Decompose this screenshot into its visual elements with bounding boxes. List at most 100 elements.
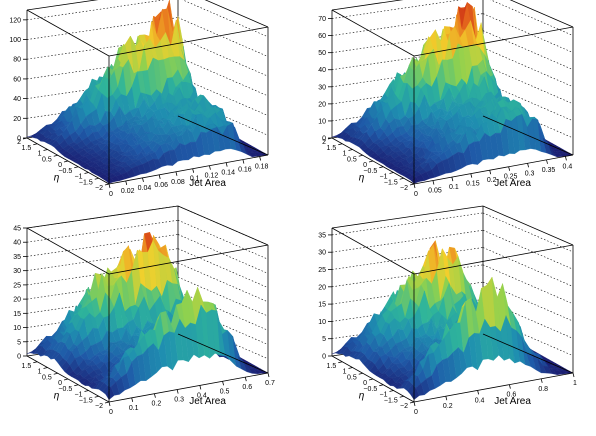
right-floor-edge <box>177 115 269 156</box>
y-tick <box>348 367 353 369</box>
y-tick-label: 1.5 <box>22 145 32 152</box>
z-grid-side <box>177 305 269 345</box>
y-tick-label: 1.5 <box>22 363 32 370</box>
z-grid-side <box>177 262 269 303</box>
x-tick <box>540 378 543 383</box>
x-tick-label: 0 <box>109 409 113 416</box>
y-axis-label: η <box>54 391 60 402</box>
z-tick-label: 0 <box>17 136 21 143</box>
x-tick <box>413 183 416 189</box>
y-tick-label: 1 <box>38 369 42 376</box>
x-tick <box>432 180 435 185</box>
y-tick-label: 1 <box>343 369 347 376</box>
x-tick <box>175 171 178 176</box>
y-tick <box>84 172 89 174</box>
x-tick-label: 0.5 <box>220 388 230 395</box>
left-top-edge <box>331 9 415 57</box>
x-tick-label: 0.4 <box>563 163 573 170</box>
x-tick-label: 0.35 <box>542 167 556 174</box>
z-tick-label: 5 <box>17 339 21 346</box>
right-top-edge <box>177 205 269 246</box>
z-grid-side <box>482 81 574 122</box>
y-tick-label: 1.5 <box>327 145 337 152</box>
y-tick-label: 0 <box>58 162 62 169</box>
y-tick-label: −2 <box>400 403 408 410</box>
x-tick-label: 0.8 <box>538 386 548 393</box>
y-tick <box>22 137 28 140</box>
y-tick <box>368 378 374 381</box>
z-grid-side <box>177 276 269 317</box>
x-tick <box>108 183 111 189</box>
z-grid-side <box>482 299 574 339</box>
x-tick <box>158 174 161 179</box>
z-tick-label: 0 <box>17 354 21 361</box>
z-grid-back <box>331 229 484 253</box>
y-tick <box>84 390 89 392</box>
y-tick <box>74 384 79 387</box>
x-tick-label: 0.25 <box>504 174 518 181</box>
right-top-edge <box>204 0 269 28</box>
z-tick-label: 25 <box>318 267 326 274</box>
z-grid-side <box>482 229 574 270</box>
z-tick-label: 50 <box>318 50 326 57</box>
x-tick <box>451 176 454 182</box>
x-tick <box>259 156 262 161</box>
front-top-edge <box>108 26 269 57</box>
z-tick-label: 60 <box>13 76 21 83</box>
z-tick-label: 20 <box>13 297 21 304</box>
y-tick-label: −0.5 <box>58 386 72 393</box>
surface-mesh <box>331 2 574 184</box>
z-tick-label: 10 <box>318 118 326 125</box>
y-tick <box>43 149 48 151</box>
z-tick-label: 20 <box>318 284 326 291</box>
z-tick-label: 20 <box>318 101 326 108</box>
x-tick-label: 0.02 <box>121 188 135 195</box>
z-grid-side <box>482 13 574 53</box>
z-tick-label: 40 <box>13 240 21 247</box>
z-grid-side <box>177 36 269 77</box>
y-tick-label: −1 <box>75 174 83 181</box>
y-axis-label: η <box>54 173 60 184</box>
z-tick-label: 25 <box>13 282 21 289</box>
x-tick <box>572 372 575 378</box>
front-top-edge <box>108 244 269 275</box>
z-grid-side <box>177 234 269 274</box>
x-tick <box>509 384 511 389</box>
y-tick-label: 2 <box>17 139 21 146</box>
front-top-edge <box>413 244 574 275</box>
surface-mesh <box>26 0 269 184</box>
y-tick <box>327 137 333 140</box>
right-top-edge <box>509 0 574 28</box>
z-tick-label: 35 <box>13 254 21 261</box>
x-tick-label: 0.16 <box>238 167 252 174</box>
y-tick-label: −1 <box>380 392 388 399</box>
y-tick-label: 0.5 <box>347 156 357 163</box>
z-tick-label: 5 <box>322 336 326 343</box>
z-tick-label: 30 <box>318 250 326 257</box>
x-tick-label: 0.15 <box>466 181 480 188</box>
z-tick-label: 15 <box>318 302 326 309</box>
x-tick <box>527 163 529 168</box>
y-tick-label: −2 <box>95 185 103 192</box>
y-tick <box>63 378 69 381</box>
x-tick-label: 0.7 <box>265 380 275 387</box>
y-tick-label: −2 <box>400 185 408 192</box>
z-grid-side <box>177 56 269 97</box>
x-tick <box>199 385 202 390</box>
y-tick <box>94 395 99 398</box>
surface-plot-3: 05101520253035404500.10.20.30.40.50.60.7… <box>13 205 275 416</box>
x-tick <box>108 401 111 407</box>
x-tick-label: 0.1 <box>129 405 139 412</box>
x-tick-label: 0.18 <box>255 164 269 171</box>
x-tick-label: 0.06 <box>154 182 168 189</box>
z-tick-label: 45 <box>13 226 21 233</box>
x-tick <box>508 166 511 171</box>
x-tick <box>222 381 224 386</box>
x-tick-label: 0.6 <box>507 392 517 399</box>
y-tick-label: −1 <box>380 174 388 181</box>
back-top-edge <box>26 0 99 11</box>
x-tick <box>546 159 548 164</box>
z-grid-side <box>490 0 574 36</box>
z-grid-side <box>482 47 574 88</box>
